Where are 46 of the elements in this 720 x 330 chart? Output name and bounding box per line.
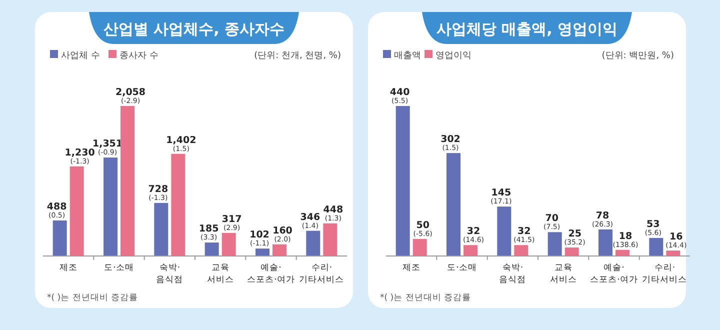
legend-label: 매출액 bbox=[394, 51, 421, 61]
bar bbox=[323, 223, 338, 256]
x-tick-label: 교육 서비스 bbox=[550, 263, 577, 285]
text: (단위: 천개, 천명, %) bbox=[254, 51, 341, 61]
text: *( )는 전년대비 증감률 bbox=[47, 293, 138, 303]
bar bbox=[272, 244, 286, 256]
bar bbox=[514, 245, 528, 256]
x-tick-label: 도·소매 bbox=[447, 263, 477, 273]
legend-label: 사업체 수 bbox=[61, 51, 100, 61]
bar bbox=[564, 247, 579, 256]
bar bbox=[412, 238, 427, 256]
text: *( )는 전년대비 증감률 bbox=[380, 293, 471, 303]
text: (단위: 백만원, %) bbox=[602, 51, 674, 61]
bar bbox=[548, 232, 562, 256]
bar bbox=[497, 206, 512, 256]
legend-label: 종사자 수 bbox=[120, 51, 158, 61]
bar bbox=[70, 166, 84, 256]
bar bbox=[598, 229, 612, 256]
x-tick-label: 제조 bbox=[402, 263, 420, 273]
bar bbox=[616, 250, 630, 256]
chart-title: 산업별 사업체수, 종사자수 bbox=[103, 20, 285, 38]
legend-label: 영업이익 bbox=[436, 51, 472, 61]
bar bbox=[306, 230, 320, 256]
bar bbox=[396, 106, 410, 256]
x-tick-label: 예술· 스포츠·여가 bbox=[590, 263, 638, 285]
bar bbox=[171, 154, 186, 256]
chart-title: 사업체당 매출액, 영업이익 bbox=[436, 20, 618, 38]
bar bbox=[104, 158, 118, 256]
bar bbox=[154, 202, 168, 256]
bar bbox=[204, 242, 219, 256]
x-tick-label: 교육 서비스 bbox=[206, 263, 234, 285]
x-tick-label: 수리· 기타서비스 bbox=[299, 263, 344, 285]
bar bbox=[464, 245, 478, 256]
x-tick-label: 제조 bbox=[59, 263, 78, 273]
bar bbox=[52, 220, 67, 256]
x-tick-label: 예술· 스포츠·여가 bbox=[247, 263, 295, 285]
x-tick-label: 숙박· 음식점 bbox=[499, 263, 526, 285]
x-tick-label: 숙박· 음식점 bbox=[156, 263, 184, 285]
bar bbox=[666, 250, 680, 256]
bar bbox=[256, 248, 270, 256]
bar bbox=[120, 106, 134, 256]
bar bbox=[446, 153, 460, 256]
bar bbox=[649, 238, 664, 256]
x-tick-label: 수리· 기타서비스 bbox=[642, 263, 688, 285]
x-tick-label: 도·소매 bbox=[104, 263, 134, 273]
bar bbox=[222, 232, 236, 256]
